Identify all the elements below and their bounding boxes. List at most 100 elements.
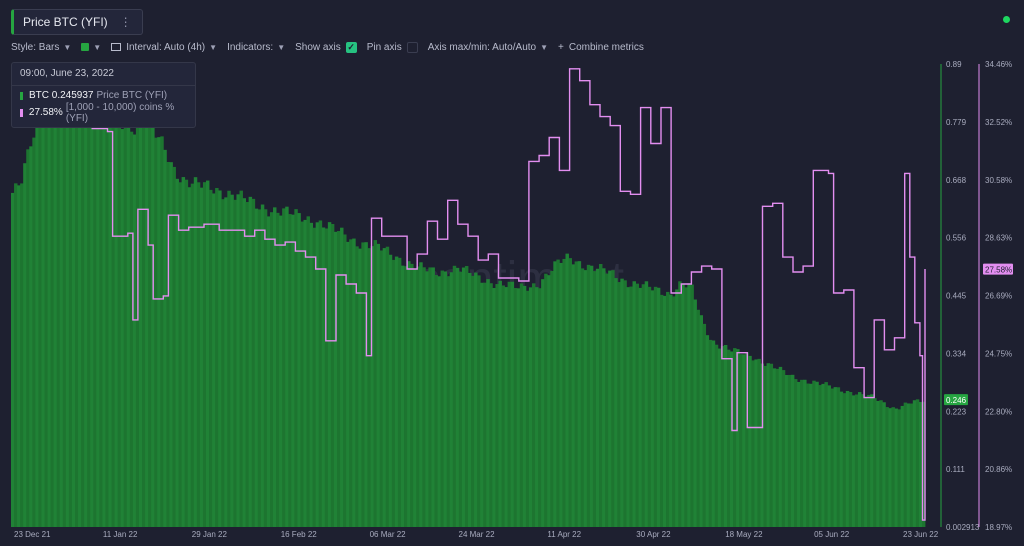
price-bar [519,283,524,527]
tooltip-row-holders: 27.58% [1,000 - 10,000) coins % (YFI) [12,102,195,124]
price-bar [918,402,923,527]
price-bar [867,394,871,527]
price-bar [309,222,314,527]
price-bar [915,399,920,527]
price-bar [400,265,405,527]
chevron-down-icon: ▼ [540,42,549,52]
price-bar [458,271,463,527]
price-bar [583,270,588,527]
price-bar [589,265,594,527]
price-bar [775,368,780,527]
combine-metrics-button[interactable]: + Combine metrics [558,42,644,53]
price-bar [32,137,36,527]
x-axis-tick-label: 05 Jun 22 [814,530,850,539]
interval-dropdown[interactable]: Interval: Auto (4h) ▼ [111,42,217,53]
price-bar [202,182,207,528]
price-bar [900,405,905,527]
chevron-down-icon: ▼ [277,42,286,52]
holders-current-badge-label: 27.58% [985,266,1012,275]
left-axis-tick-label: 0.556 [946,234,967,243]
price-bar [586,264,591,527]
price-bar [879,400,883,527]
price-bar [105,111,109,528]
top-bar: Price BTC (YFI) ⋮ [0,0,1024,36]
price-bar [81,94,85,528]
style-dropdown[interactable]: Style: Bars ▼ [11,42,71,53]
color-picker[interactable]: ▼ [81,43,101,52]
price-bar [35,121,39,528]
price-bar [288,214,292,527]
pin-axis-toggle[interactable]: Pin axis [366,41,418,53]
price-bar [498,280,502,527]
price-bar [474,272,478,527]
price-bar [620,278,624,527]
price-bar [748,355,752,527]
price-bar [242,198,246,527]
price-bar [20,183,24,527]
checkbox-unchecked-icon[interactable] [406,41,418,53]
price-bar [742,354,746,527]
left-axis-tick-label: 0.334 [946,349,967,358]
price-bar [854,394,859,527]
indicators-dropdown[interactable]: Indicators: ▼ [227,42,285,53]
more-vertical-icon[interactable]: ⋮ [119,15,132,29]
price-bar [903,402,908,527]
price-bar [321,227,326,528]
show-axis-toggle[interactable]: Show axis ✓ [295,41,357,53]
price-bar [248,196,253,527]
price-bar [489,283,493,527]
price-bar [839,391,844,527]
price-bar [394,256,399,527]
left-axis-tick-label: 0.223 [946,407,967,416]
right-axis-tick-label: 18.97% [985,523,1012,532]
price-bar [483,282,487,527]
price-bar [605,273,609,527]
price-bar [806,383,810,527]
axis-range-dropdown[interactable]: Axis max/min: Auto/Auto ▼ [428,42,548,53]
price-bar [135,122,140,527]
price-bar [705,335,710,527]
price-bar [629,286,633,527]
price-bar [56,67,61,527]
x-axis-tick-label: 11 Apr 22 [547,530,581,539]
price-bar [260,204,265,527]
right-axis-tick-label: 34.46% [985,60,1012,69]
price-bar [541,279,545,527]
price-bar [550,270,554,527]
metric-tab[interactable]: Price BTC (YFI) ⋮ [11,9,143,35]
price-bar [11,192,15,528]
price-bar [303,219,307,528]
x-axis-tick-label: 24 Mar 22 [459,530,496,539]
tooltip-holders-label: [1,000 - 10,000) coins % (YFI) [65,101,175,124]
price-bar [888,408,892,527]
price-bar [687,283,691,527]
price-bar [864,396,868,527]
price-bar [833,387,838,527]
price-bar [754,359,758,527]
x-axis-tick-label: 06 Mar 22 [370,530,407,539]
left-axis-tick-label: 0.002913 [946,523,980,532]
price-bar [184,179,189,527]
price-bar [254,208,259,527]
price-bar [84,105,88,527]
checkbox-checked-icon[interactable]: ✓ [345,41,357,53]
price-bar [830,388,834,527]
price-bar [730,351,734,527]
price-bar [87,116,91,527]
price-bar [891,407,895,527]
price-bar [154,137,158,527]
price-bar [574,261,579,527]
left-axis-tick-label: 0.668 [946,176,967,185]
price-bar [659,294,664,527]
chart-toolbar: Style: Bars ▼ ▼ Interval: Auto (4h) ▼ Indi… [11,40,654,54]
price-bar [507,281,512,527]
price-bar [145,124,149,527]
pin-axis-label: Pin axis [366,41,402,53]
price-bar [666,291,670,527]
price-bar [23,163,27,527]
price-bar [608,270,612,527]
price-bar [531,283,536,527]
price-bar [602,268,606,527]
price-bar [815,381,819,527]
